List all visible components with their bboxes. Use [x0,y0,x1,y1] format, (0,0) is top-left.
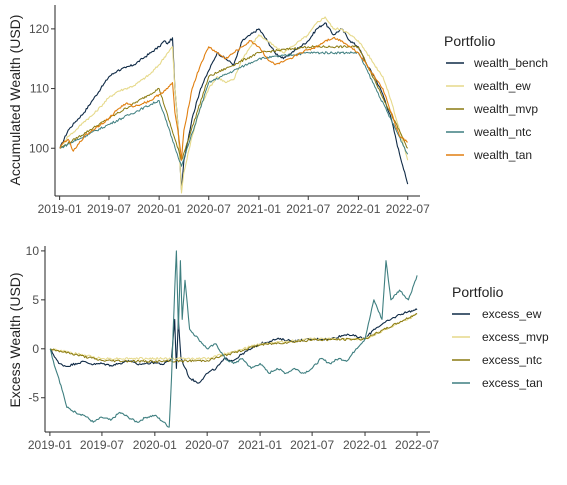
bottom-x-tick-label: 2022-07 [395,438,439,452]
bottom-legend-label-excess-tan: excess_tan [482,376,543,390]
bottom-x-tick-label: 2020-07 [185,438,229,452]
top-x-tick-label: 2022-01 [336,202,380,216]
top-series-line-wealth-ew [59,16,409,194]
bottom-legend-label-excess-ew: excess_ew [482,307,542,321]
top-legend-label-wealth-ew: wealth_ew [473,79,531,93]
bottom-x-tick-label: 2019-01 [28,438,72,452]
top-legend-label-wealth-bench: wealth_bench [473,56,548,70]
top-x-tick-label: 2021-07 [286,202,330,216]
bottom-x-tick-label: 2021-01 [238,438,282,452]
top-y-axis-title: Accumulated Wealth (USD) [7,15,23,186]
bottom-legend-title: Portfolio [452,284,504,300]
bottom-x-ticks: 2019-01 2019-07 2020-01 2020-07 2021-01 2021-… [28,432,439,452]
top-legend-label-wealth-tan: wealth_tan [473,148,532,162]
top-series-line-wealth-tan [59,36,408,161]
bottom-y-ticks: -5 0 5 10 [26,244,45,405]
top-plot-lines [59,16,409,194]
top-legend-label-wealth-ntc: wealth_ntc [473,125,531,139]
bottom-legend: Portfolio excess_ew excess_mvp excess_ntce… [452,284,549,390]
bottom-y-tick-label: -5 [28,391,39,405]
top-legend-label-wealth-mvp: wealth_mvp [473,102,538,116]
top-x-ticks: 2019-01 2019-07 2020-01 2020-07 2021-01 2021-… [38,196,430,216]
top-x-tick-label: 2019-01 [38,202,82,216]
top-y-tick-label: 100 [29,141,49,155]
bottom-x-tick-label: 2019-07 [80,438,124,452]
bottom-legend-label-excess-ntc: excess_ntc [482,353,542,367]
top-x-tick-label: 2019-07 [87,202,131,216]
top-y-ticks: 100 110 120 [29,22,55,155]
top-legend-title: Portfolio [444,33,496,49]
top-x-tick-label: 2021-01 [237,202,281,216]
bottom-x-tick-label: 2022-01 [343,438,387,452]
bottom-chart-panel: -5 0 5 10 2019-01 2019-07 2020-01 2020-07 2021-… [7,244,549,452]
top-series-line-wealth-ntc [59,51,409,167]
top-series-line-wealth-bench [59,22,409,191]
bottom-x-tick-label: 2020-01 [133,438,177,452]
top-x-tick-label: 2020-01 [137,202,181,216]
bottom-x-tick-label: 2021-07 [290,438,334,452]
bottom-y-tick-label: 0 [32,342,39,356]
top-x-tick-label: 2022-07 [386,202,430,216]
bottom-series-line-excess-mvp [49,313,418,361]
top-y-tick-label: 120 [29,22,49,36]
bottom-plot-lines [49,250,418,428]
bottom-y-tick-label: 5 [32,293,39,307]
top-y-tick-label: 110 [30,82,49,96]
bottom-legend-label-excess-mvp: excess_mvp [482,330,549,344]
bottom-y-tick-label: 10 [26,244,40,258]
bottom-series-line-excess-ew [49,308,418,384]
bottom-y-axis-title: Excess Wealth (USD) [7,272,23,407]
top-x-tick-label: 2020-07 [187,202,231,216]
bottom-series-line-excess-ntc [49,313,418,363]
top-legend: Portfolio wealth_bench wealth_ew wealth_mv… [444,33,548,162]
bottom-series-line-excess-tan [49,250,418,428]
